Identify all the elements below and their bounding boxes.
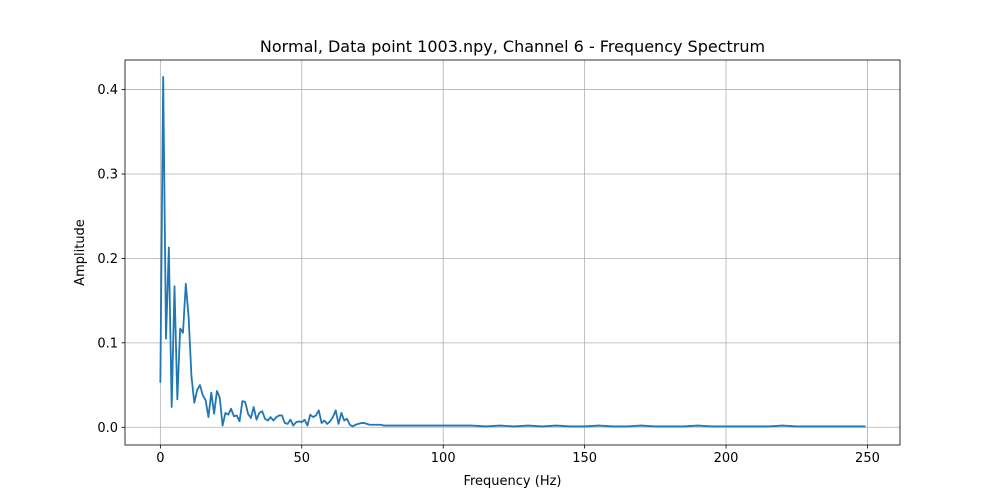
y-tick-label: 0.3 bbox=[97, 167, 118, 182]
y-tick-label: 0.1 bbox=[97, 336, 118, 351]
series-layer bbox=[159, 75, 866, 428]
x-axis-label: Frequency (Hz) bbox=[463, 474, 561, 489]
spectrum-line bbox=[159, 75, 866, 428]
y-tick-label: 0.0 bbox=[97, 421, 118, 436]
x-tick-label: 150 bbox=[572, 451, 597, 466]
axes-layer: 0 50 100 150 200 250 0.0 0.1 0.2 0.3 0.4 bbox=[97, 83, 880, 466]
x-tick-label: 100 bbox=[431, 451, 456, 466]
x-tick-label: 250 bbox=[855, 451, 880, 466]
plot-frame bbox=[124, 59, 901, 446]
x-tick-label: 50 bbox=[294, 451, 311, 466]
grid-layer bbox=[125, 60, 900, 445]
x-tick-label: 200 bbox=[714, 451, 739, 466]
chart-title: Normal, Data point 1003.npy, Channel 6 -… bbox=[260, 37, 765, 56]
x-tick-label: 0 bbox=[156, 451, 164, 466]
plot-area bbox=[125, 60, 900, 445]
y-axis-label: Amplitude bbox=[73, 219, 88, 286]
y-tick-label: 0.4 bbox=[97, 83, 118, 98]
y-tick-label: 0.2 bbox=[97, 252, 118, 267]
